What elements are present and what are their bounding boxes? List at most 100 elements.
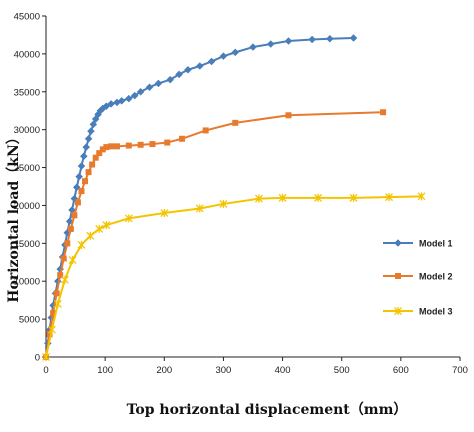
- data-point-model-1: [65, 217, 74, 226]
- data-point-model-1: [284, 37, 293, 45]
- data-point-model-1: [107, 100, 115, 108]
- data-point-model-3: [160, 209, 169, 218]
- data-point-model-1: [326, 34, 334, 43]
- data-point-model-3: [68, 256, 77, 265]
- legend-label: Model 2: [419, 272, 453, 282]
- data-point-model-3: [254, 194, 263, 203]
- data-point-model-3: [53, 299, 62, 308]
- y-axis-title: Horizontal load（kN）: [6, 130, 22, 302]
- x-tick-label: 100: [97, 365, 113, 376]
- legend-swatch-marker: [395, 273, 401, 279]
- data-point-model-1: [77, 162, 86, 170]
- data-point-model-2: [113, 143, 120, 150]
- data-point-model-1: [175, 70, 183, 79]
- data-point-model-3: [102, 221, 111, 230]
- data-point-model-2: [232, 119, 239, 126]
- y-ticks: 0 5000 10000 15000 20000 25000 30000 35000 40000…: [14, 12, 46, 364]
- data-point-model-1: [349, 34, 358, 42]
- data-point-model-1: [195, 62, 204, 70]
- legend-label: Model 3: [419, 307, 453, 317]
- data-point-model-3: [385, 193, 393, 202]
- x-ticks: 0 100 200 300 400 500 600 700: [43, 357, 468, 376]
- data-point-model-2: [50, 310, 57, 317]
- legend-item-model-1: Model 1: [383, 239, 453, 249]
- series-model-2: [43, 109, 387, 360]
- data-point-model-2: [108, 143, 115, 150]
- data-point-model-2: [149, 141, 156, 148]
- data-point-model-3: [278, 193, 287, 202]
- data-point-model-2: [92, 154, 99, 161]
- data-point-model-1: [89, 120, 98, 129]
- data-point-model-1: [166, 75, 175, 84]
- data-point-model-2: [99, 146, 106, 153]
- data-point-model-2: [380, 109, 387, 116]
- data-point-model-1: [124, 94, 133, 103]
- data-point-model-2: [85, 169, 92, 176]
- data-point-model-1: [145, 83, 154, 92]
- axes: [45, 16, 460, 358]
- data-point-model-1: [79, 152, 88, 161]
- data-point-model-2: [60, 255, 67, 262]
- y-tick-label: 20000: [14, 201, 40, 212]
- x-tick-label: 500: [334, 365, 350, 376]
- data-point-model-1: [136, 87, 145, 96]
- data-point-model-1: [231, 48, 240, 57]
- series-model-3: [42, 192, 426, 361]
- y-tick-label: 10000: [14, 277, 40, 288]
- series-line-model-2: [45, 111, 384, 358]
- x-tick-label: 600: [393, 365, 409, 376]
- data-point-model-3: [417, 192, 426, 201]
- series-line-model-3: [45, 195, 422, 358]
- y-tick-label: 40000: [14, 49, 40, 60]
- data-point-model-2: [103, 144, 110, 151]
- x-tick-label: 0: [43, 365, 48, 376]
- data-point-model-2: [96, 150, 103, 157]
- data-point-model-1: [84, 134, 93, 143]
- data-point-model-1: [308, 35, 316, 44]
- x-axis-title: Top horizontal displacement（mm）: [127, 402, 408, 418]
- data-point-model-1: [266, 40, 275, 48]
- data-point-model-2: [74, 199, 81, 206]
- x-tick-label: 300: [215, 365, 231, 376]
- series-layer: [42, 34, 426, 361]
- data-point-model-2: [137, 141, 144, 148]
- legend-swatch-marker: [394, 239, 402, 247]
- y-tick-label: 45000: [14, 12, 40, 23]
- legend-item-model-2: Model 2: [383, 272, 453, 282]
- data-point-model-1: [117, 97, 126, 105]
- data-point-model-3: [314, 193, 323, 202]
- data-point-model-1: [75, 172, 83, 181]
- data-point-model-2: [46, 331, 53, 338]
- data-point-model-3: [95, 224, 104, 233]
- data-point-model-1: [82, 143, 91, 151]
- data-point-model-1: [130, 91, 139, 100]
- data-point-model-1: [184, 65, 192, 74]
- data-point-model-1: [219, 52, 228, 61]
- data-point-model-1: [154, 79, 163, 88]
- y-tick-label: 0: [35, 353, 40, 364]
- data-point-model-2: [125, 142, 132, 149]
- legend-swatch-marker: [394, 307, 402, 315]
- data-point-model-2: [53, 290, 60, 297]
- data-point-model-2: [78, 188, 85, 195]
- data-point-model-2: [89, 161, 96, 168]
- y-tick-label: 5000: [19, 315, 40, 326]
- data-point-model-2: [64, 240, 71, 247]
- x-tick-label: 700: [452, 365, 468, 376]
- data-point-model-2: [71, 212, 78, 219]
- data-point-model-1: [72, 183, 81, 192]
- data-point-model-1: [87, 127, 95, 136]
- data-point-model-3: [60, 275, 69, 284]
- y-tick-label: 25000: [14, 163, 40, 174]
- data-point-model-2: [179, 135, 186, 142]
- data-point-model-3: [124, 214, 133, 223]
- data-point-model-3: [77, 240, 86, 249]
- data-point-model-1: [249, 43, 257, 51]
- data-point-model-2: [57, 272, 64, 279]
- data-point-model-1: [207, 57, 216, 66]
- y-tick-label: 35000: [14, 87, 40, 98]
- x-tick-label: 400: [275, 365, 291, 376]
- data-point-model-2: [285, 112, 292, 119]
- legend-item-model-3: Model 3: [383, 307, 453, 317]
